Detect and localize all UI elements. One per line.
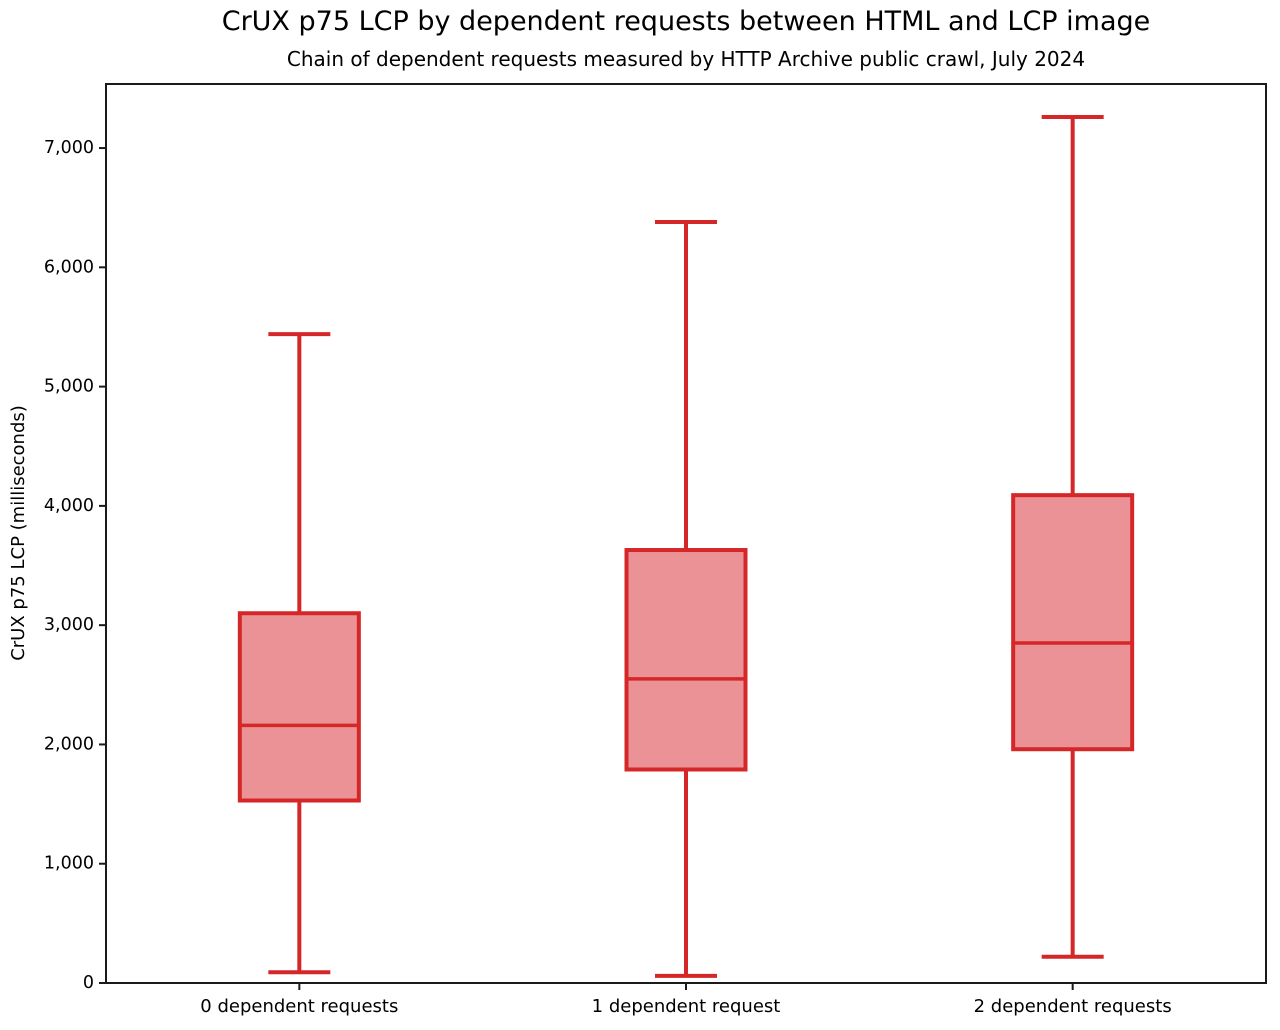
- y-tick-label: 4,000: [44, 496, 94, 516]
- chart-subtitle: Chain of dependent requests measured by …: [286, 47, 1086, 71]
- plot-layer: 0 1,000 2,000 3,000 4,000 5,000 6,000 7,000 0 de…: [44, 115, 1172, 1017]
- axis-frame: [105, 83, 1267, 984]
- x-tick-label: 2 dependent requests: [974, 996, 1172, 1017]
- y-tick-label: 1,000: [44, 854, 94, 874]
- y-tick-label: 0: [83, 973, 94, 993]
- y-tick-label: 2,000: [44, 734, 94, 754]
- iqr-box: [624, 548, 748, 772]
- y-tick-label: 6,000: [44, 257, 94, 277]
- y-axis-label: CrUX p75 LCP (milliseconds): [8, 405, 29, 661]
- iqr-box: [237, 611, 361, 803]
- y-tick-label: 7,000: [44, 138, 94, 158]
- x-tick-label: 0 dependent requests: [200, 996, 398, 1017]
- iqr-box: [1011, 493, 1135, 752]
- chart-title: CrUX p75 LCP by dependent requests betwe…: [221, 6, 1151, 37]
- y-tick-label: 5,000: [44, 377, 94, 397]
- y-tick-label: 3,000: [44, 615, 94, 635]
- x-tick-label: 1 dependent request: [592, 996, 781, 1017]
